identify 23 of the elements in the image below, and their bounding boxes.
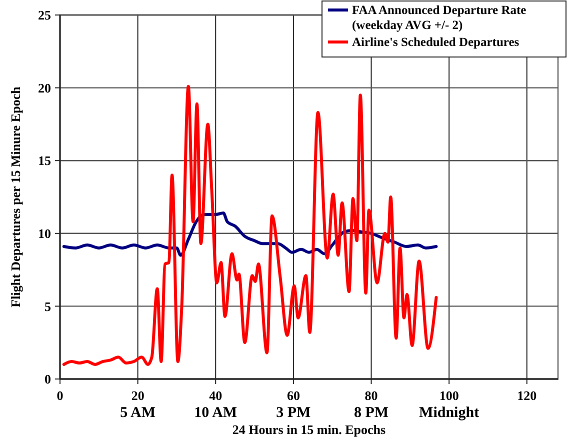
x-tick-label: 0 xyxy=(56,388,64,403)
x-tick-label: 100 xyxy=(439,388,459,403)
y-tick-label: 15 xyxy=(38,153,52,168)
x-tick-label: 120 xyxy=(517,388,537,403)
x-axis-title: 24 Hours in 15 min. Epochs xyxy=(232,422,386,437)
y-tick-label: 25 xyxy=(38,8,52,23)
x-tick-label: 40 xyxy=(209,388,222,403)
text: Midnight xyxy=(419,405,480,421)
text: 8 PM xyxy=(354,405,389,421)
legend-label: FAA Announced Departure Rate (weekday AVG +/- 2) xyxy=(352,3,527,32)
text: 5 AM xyxy=(120,405,156,421)
text: 10 AM xyxy=(194,405,238,421)
x-tick-label: 20 xyxy=(131,388,144,403)
x-tick-label: 80 xyxy=(364,388,378,403)
legend-label: Airline's Scheduled Departures xyxy=(352,35,520,49)
y-tick-label: 5 xyxy=(44,298,52,314)
y-tick-label: 0 xyxy=(44,372,51,387)
y-tick-label: 20 xyxy=(38,80,51,96)
y-tick-label: 10 xyxy=(38,226,51,241)
y-axis-title: Flight Departures per 15 Minure Epoch xyxy=(8,86,23,308)
line-series xyxy=(62,84,438,366)
x-tick-label: 60 xyxy=(286,388,300,403)
text: 3 PM xyxy=(276,405,311,421)
